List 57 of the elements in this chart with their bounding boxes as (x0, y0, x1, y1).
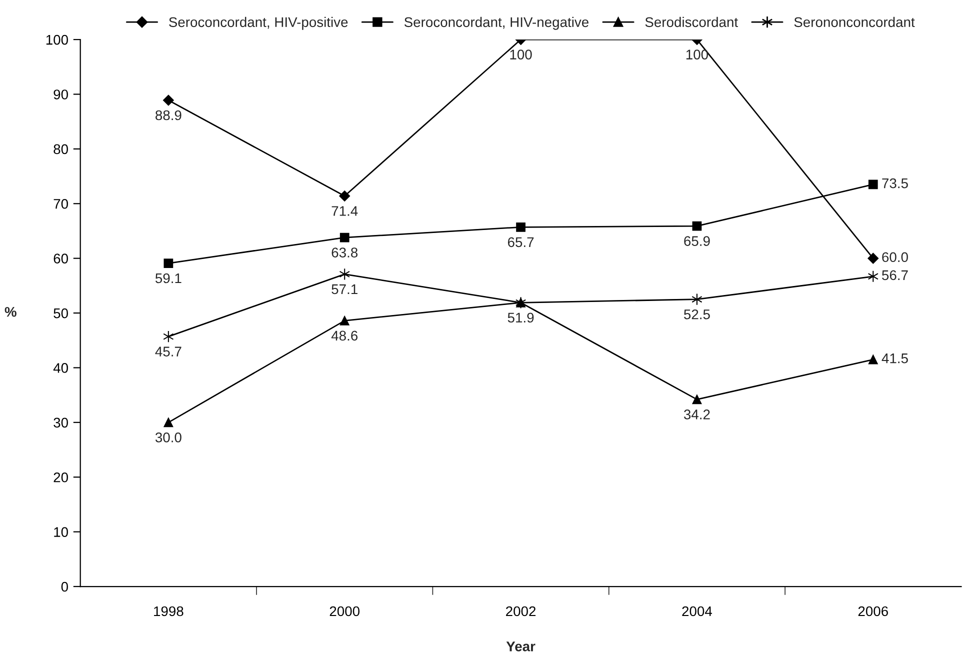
legend-label: Seroconcordant, HIV-positive (169, 16, 348, 30)
data-label: 57.1 (332, 284, 358, 294)
y-tick-label: 60 (54, 254, 68, 264)
point (340, 232, 350, 242)
y-tick-label: 90 (54, 90, 68, 100)
data-label: 73.5 (882, 178, 908, 188)
data-label: 71.4 (332, 206, 358, 216)
x-tick-label: 1998 (154, 606, 184, 616)
y-tick-label: 0 (61, 582, 68, 592)
data-label: 100 (510, 50, 532, 60)
y-axis-title: % (4, 306, 16, 317)
x-tick-label: 2002 (506, 606, 536, 616)
point (692, 293, 702, 306)
data-label: 59.1 (155, 273, 182, 284)
legend-label: Serodiscordant (645, 16, 738, 28)
y-tick-label: 80 (54, 144, 68, 154)
data-label: 45.7 (155, 346, 182, 356)
point (340, 316, 350, 326)
data-label: 56.7 (882, 270, 908, 280)
x-tick-label: 2000 (330, 606, 360, 616)
point (516, 222, 526, 232)
data-label: 51.9 (508, 312, 534, 323)
y-tick-label: 100 (46, 34, 68, 45)
point (868, 252, 879, 264)
x-axis-title: Year (506, 642, 536, 652)
point (164, 418, 174, 428)
point (339, 268, 350, 280)
data-label: 63.8 (332, 248, 358, 258)
data-label: 100 (686, 50, 708, 60)
data-label: 52.5 (684, 309, 710, 320)
data-label: 65.7 (508, 237, 534, 248)
data-label: 30.0 (155, 432, 182, 442)
x-tick-label: 2006 (858, 606, 888, 616)
y-tick-label: 50 (54, 308, 68, 318)
point (692, 394, 702, 404)
y-tick-label: 30 (54, 418, 68, 428)
point (868, 270, 878, 282)
data-label: 41.5 (882, 354, 908, 364)
point (868, 180, 878, 190)
point (692, 221, 702, 231)
point (164, 258, 174, 268)
point (163, 330, 174, 343)
legend-label: Seroconcordant, HIV-negative (404, 16, 588, 30)
x-tick-label: 2004 (682, 606, 712, 616)
point (868, 354, 878, 364)
data-label: 88.9 (156, 110, 182, 120)
y-tick-label: 40 (53, 363, 68, 373)
y-tick-label: 10 (54, 527, 68, 537)
point (163, 94, 174, 106)
data-label: 60.0 (882, 252, 908, 262)
point (339, 190, 350, 202)
data-label: 65.9 (684, 236, 710, 246)
legend-label: Serononconcordant (794, 16, 915, 28)
y-tick-label: 70 (54, 198, 68, 209)
data-label: 34.2 (684, 410, 710, 420)
y-tick-label: 20 (54, 472, 68, 482)
data-label: 48.6 (331, 330, 358, 341)
